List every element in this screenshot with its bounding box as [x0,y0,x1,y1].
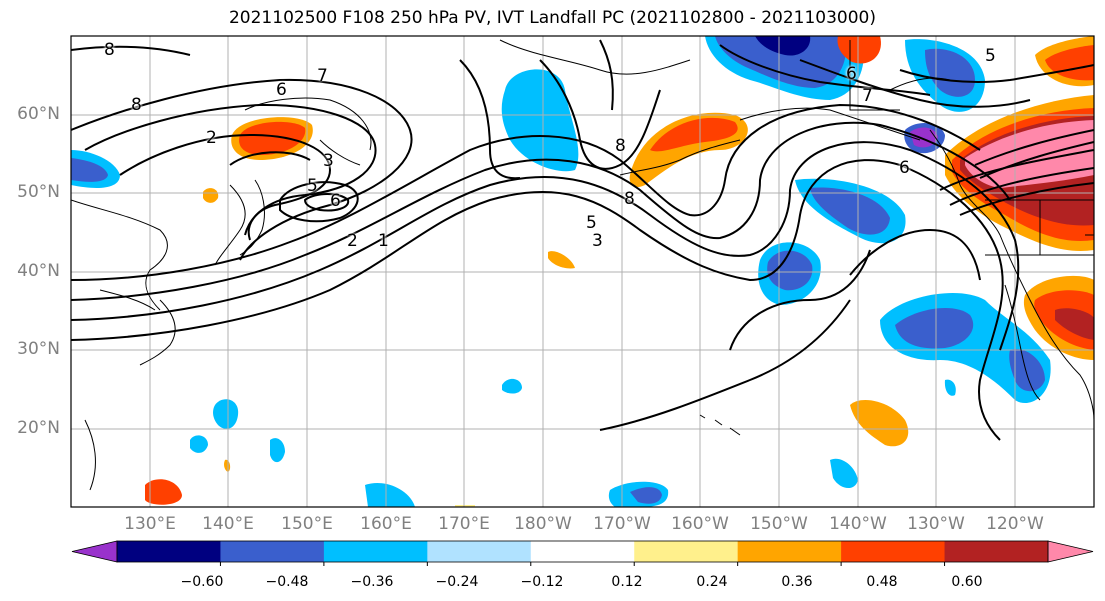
lon-label: 170°E [438,514,490,534]
colorbar-tick-label: 0.48 [866,574,898,590]
contour-label: 3 [323,151,334,171]
lon-label: 180°W [514,514,572,534]
contour-label: 3 [592,231,603,251]
lon-label: 120°W [986,514,1044,534]
contour-label: 6 [846,64,857,84]
lon-label: 160°E [360,514,412,534]
colorbar-segment [323,541,428,562]
contour-label: 7 [317,66,328,86]
lat-label: 60°N [17,104,60,124]
contour-label: 2 [347,231,358,251]
colorbar-segment [634,541,739,562]
colorbar-tick-label: −0.36 [350,574,394,590]
lat-label: 50°N [17,182,60,202]
contour-label: 6 [276,80,287,100]
colorbar-arrow-left [71,540,118,563]
colorbar-segment [737,541,842,562]
map-gridlines [71,36,1094,507]
map-frame [70,35,1095,508]
map-content [71,36,1094,507]
lat-label: 40°N [17,261,60,281]
colorbar-tick-label: 0.12 [611,574,643,590]
contour-label: 8 [131,95,142,115]
contour-label: 5 [307,176,318,196]
colorbar-segment [944,541,1049,562]
colorbar-tick-label: −0.12 [520,574,564,590]
colorbar-border [116,540,1049,563]
lon-label: 140°E [202,514,254,534]
lon-label: 160°W [671,514,729,534]
contour-label: 6 [330,191,341,211]
map-title: 2021102500 F108 250 hPa PV, IVT Landfall… [228,8,876,28]
colorbar-segment [220,541,325,562]
contour-label: 8 [615,136,626,156]
colorbar-tick-label: −0.60 [180,574,224,590]
lon-label: 150°E [281,514,333,534]
colorbar-segment [530,541,635,562]
colorbar-tick-label: −0.48 [265,574,309,590]
lat-label: 30°N [17,339,60,359]
contour-label: 5 [985,46,996,66]
contour-label: 8 [624,189,635,209]
colorbar-tick-label: 0.36 [781,574,813,590]
colorbar-segment [117,541,221,562]
colorbar-arrow-right [1047,540,1094,563]
colorbar-tick-label: 0.60 [951,574,983,590]
pv-contours [71,39,1094,441]
colorbar-tick-label: −0.24 [435,574,479,590]
contour-label: 7 [862,86,873,106]
lat-label: 20°N [17,418,60,438]
contour-label: 2 [206,128,217,148]
contour-label: 5 [586,213,597,233]
colorbar-tick-label: 0.24 [696,574,728,590]
lon-label: 170°W [593,514,651,534]
lon-label: 130°E [124,514,176,534]
contour-label: 1 [378,231,389,251]
contour-label: 8 [104,40,115,60]
lon-label: 140°W [829,514,887,534]
colorbar-segment [841,541,946,562]
lon-label: 130°W [907,514,965,534]
contour-label: 6 [899,158,910,178]
lon-label: 150°W [750,514,808,534]
colorbar-segment [427,541,532,562]
colorbar [71,540,1094,566]
